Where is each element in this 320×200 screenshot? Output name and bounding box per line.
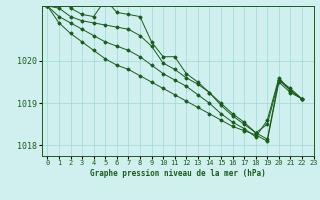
X-axis label: Graphe pression niveau de la mer (hPa): Graphe pression niveau de la mer (hPa) bbox=[90, 169, 266, 178]
